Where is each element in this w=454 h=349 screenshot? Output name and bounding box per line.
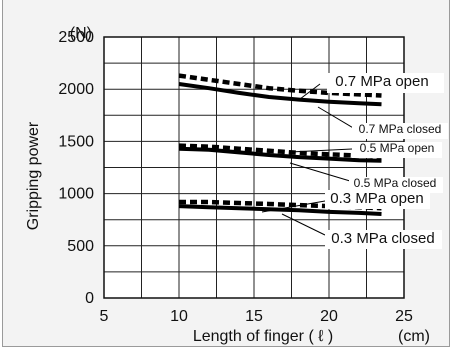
annotation-label: 0.7 MPa open: [335, 73, 428, 90]
x-tick-labels: 5 10 15 20 25: [100, 308, 413, 325]
y-tick-labels: 0 500 1000 1500 2000 2500: [58, 29, 94, 307]
annotation-background: [349, 177, 443, 193]
y-tick-label: 1000: [58, 186, 94, 203]
series-line-3: [178, 146, 382, 163]
leader-line: [261, 200, 326, 213]
annotation-background: [327, 73, 444, 93]
y-tick-label: 2500: [58, 29, 94, 46]
y-tick-label: 1500: [58, 133, 94, 150]
annotation-label: 0.5 MPa closed: [354, 176, 437, 190]
x-tick-label: 15: [245, 308, 263, 325]
leader-line: [299, 83, 321, 100]
annotation-background: [325, 230, 442, 249]
series-line-1: [178, 82, 382, 107]
series-line-0: [178, 73, 382, 98]
series-line-4: [179, 199, 382, 211]
annotation-leaders: [261, 83, 356, 236]
annotation-label: 0.3 MPa closed: [331, 230, 434, 247]
x-unit-label: (cm): [398, 328, 430, 345]
y-unit-label: (N): [70, 25, 92, 42]
x-tick-label: 10: [170, 308, 188, 325]
annotation-background: [352, 142, 442, 158]
plot-border: [103, 36, 405, 299]
annotation-background: [352, 123, 448, 139]
annotation-background: [325, 190, 430, 209]
y-tick-label: 2000: [58, 81, 94, 98]
x-axis-label: Length of finger ( ℓ ): [193, 328, 333, 345]
x-tick-label: 5: [100, 308, 109, 325]
series-line-2: [178, 143, 382, 159]
y-tick-label: 500: [67, 238, 94, 255]
leader-line: [289, 148, 353, 153]
series-line-5: [178, 204, 382, 216]
annotation-label: 0.3 MPa open: [330, 190, 423, 207]
leader-line: [289, 162, 351, 182]
annotation-labels: 0.7 MPa open 0.7 MPa closed 0.5 MPa open 0.…: [325, 73, 448, 249]
annotation-label: 0.7 MPa closed: [359, 122, 442, 136]
y-axis-label: Gripping power: [25, 121, 42, 230]
x-tick-label: 20: [320, 308, 338, 325]
x-tick-label: 25: [395, 308, 413, 325]
annotation-label: 0.5 MPa open: [360, 141, 435, 155]
leader-line: [317, 106, 356, 130]
y-tick-label: 0: [85, 290, 94, 307]
leader-line: [281, 213, 326, 236]
series-lines: [178, 73, 382, 216]
